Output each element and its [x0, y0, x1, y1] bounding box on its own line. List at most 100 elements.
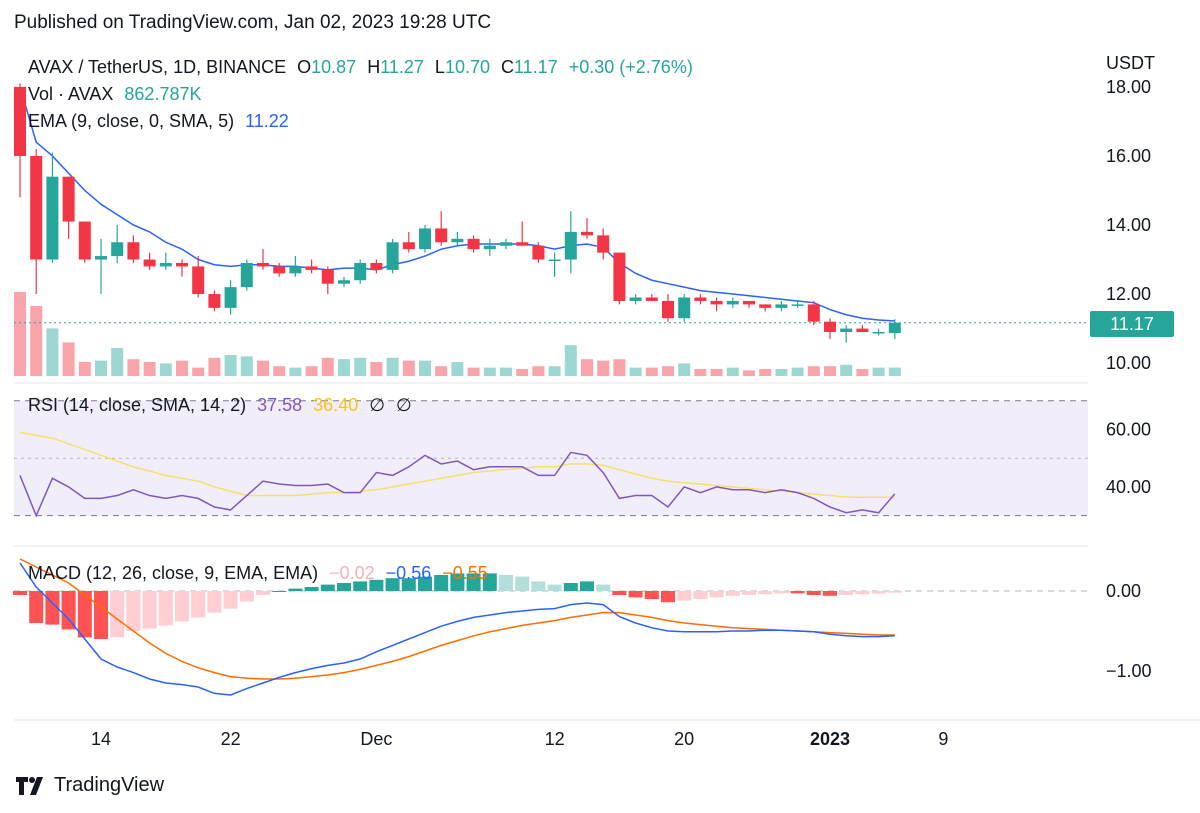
rsi-na-2: ∅ [395, 395, 412, 415]
rsi-value: 37.58 [257, 395, 303, 415]
candle-body [743, 300, 755, 305]
legend-low-label: L [434, 57, 445, 77]
volume-bar [824, 366, 836, 376]
macd-histogram-bar [531, 581, 546, 591]
currency-label: USDT [1106, 53, 1155, 73]
macd-histogram-bar [871, 591, 886, 594]
candle-body [824, 321, 836, 333]
macd-histogram-bar [272, 591, 287, 592]
candle-body [62, 176, 75, 222]
volume-bar [111, 348, 124, 376]
volume-bar [14, 292, 26, 376]
volume-bar [597, 360, 610, 376]
candle-body [78, 221, 91, 260]
price-axis-tick: 12.00 [1106, 284, 1151, 304]
candle-body [370, 262, 383, 270]
last-price-badge: 11.17 [1090, 311, 1174, 337]
volume-bar [807, 366, 820, 376]
rsi-axis-tick: 40.00 [1106, 477, 1151, 497]
legend-open-label: O [297, 57, 312, 77]
macd-histogram-bar [580, 581, 594, 591]
candle-body [354, 262, 367, 281]
ema-label[interactable]: EMA (9, close, 0, SMA, 5) [28, 111, 235, 131]
macd-histogram-bar [450, 573, 465, 591]
macd-histogram-bar [142, 591, 157, 629]
volume-bar [532, 366, 545, 376]
macd-histogram-bar [207, 591, 222, 613]
volume-bar [257, 360, 269, 376]
time-axis-tick: Dec [360, 729, 392, 749]
candle-body [694, 297, 707, 301]
legend-close-value: 11.17 [514, 57, 558, 77]
volume-value: 862.787K [124, 84, 202, 104]
candle-body [338, 280, 350, 284]
candle-body [192, 266, 205, 295]
volume-label[interactable]: Vol · AVAX [28, 84, 114, 104]
volume-bar [143, 362, 156, 376]
volume-bar [419, 360, 431, 376]
volume-bar [386, 357, 399, 376]
candle-body [127, 242, 140, 260]
macd-histogram-bar [661, 591, 675, 603]
legend-high-label: H [367, 57, 381, 77]
candle-body [872, 332, 885, 334]
legend-low-value: 10.70 [444, 57, 490, 77]
volume-bar [46, 328, 59, 376]
candle-body [111, 242, 124, 257]
macd-histogram-bar [401, 578, 416, 591]
macd-histogram-bar [806, 591, 821, 595]
tradingview-brand[interactable]: TradingView [16, 774, 164, 797]
macd-histogram-bar [110, 591, 125, 638]
time-axis-tick: 14 [91, 729, 111, 749]
volume-bar [273, 366, 286, 376]
volume-bar [759, 369, 772, 376]
volume-bar [613, 359, 626, 376]
volume-bar [95, 360, 107, 376]
macd-histogram-bar [758, 591, 773, 595]
volume-bar [888, 367, 901, 376]
macd-histogram-bar [385, 578, 400, 591]
candle-body [95, 256, 107, 260]
candle-body [581, 231, 593, 236]
macd-histogram-bar [434, 575, 449, 591]
macd-histogram-bar [482, 573, 497, 591]
rsi-na-1: ∅ [369, 395, 385, 415]
candle-body [305, 266, 318, 270]
macd-value: −0.56 [385, 563, 432, 583]
candle-body [483, 245, 496, 250]
candle-body [386, 242, 399, 270]
rsi-label[interactable]: RSI (14, close, SMA, 14, 2) [28, 395, 247, 415]
candle-body [14, 86, 26, 156]
candle-body [888, 322, 901, 334]
tradingview-logo-icon [16, 776, 43, 795]
volume-bar [694, 369, 707, 376]
volume-bar [127, 359, 140, 376]
macd-signal-value: −0.55 [442, 563, 488, 583]
volume-bar [451, 362, 464, 376]
time-axis-tick: 9 [938, 729, 948, 749]
volume-bar [224, 355, 237, 376]
candle-body [500, 242, 512, 246]
macd-histogram-bar [175, 591, 189, 622]
macd-histogram-bar [223, 591, 238, 609]
volume-bar [435, 366, 448, 376]
volume-legend: Vol · AVAX 862.787K [28, 84, 207, 105]
macd-histogram-bar [126, 591, 141, 631]
candle-body [289, 266, 302, 274]
candle-body [597, 235, 610, 253]
volume-bar [338, 359, 350, 376]
rsi-ma-line [19, 431, 895, 499]
macd-histogram-bar [677, 591, 692, 601]
candle-body [176, 262, 188, 267]
macd-axis-tick: −1.00 [1106, 661, 1152, 681]
volume-bar [775, 369, 788, 376]
time-axis-tick: 2023 [810, 729, 850, 749]
volume-bar [726, 367, 739, 376]
macd-hist-value: −0.02 [329, 563, 375, 583]
legend-open-value: 10.87 [311, 57, 357, 77]
macd-label[interactable]: MACD (12, 26, close, 9, EMA, EMA) [28, 563, 319, 583]
rsi-legend: RSI (14, close, SMA, 14, 2) 37.58 36.40 … [28, 395, 418, 416]
candle-body [613, 252, 626, 301]
legend-symbol[interactable]: AVAX / TetherUS, 1D, BINANCE [28, 57, 287, 77]
